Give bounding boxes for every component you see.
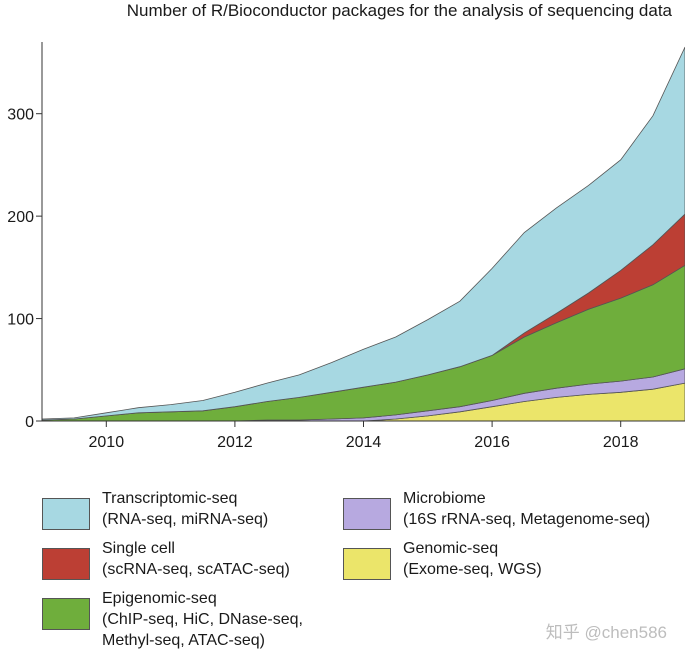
- legend-title-transcriptomic-seq: Transcriptomic-seq: [102, 490, 238, 507]
- y-tick-label-0: 0: [25, 414, 34, 431]
- legend: Transcriptomic-seq (RNA-seq, miRNA-seq) …: [0, 480, 685, 653]
- legend-detail-single-cell: (scRNA-seq, scATAC-seq): [102, 561, 290, 578]
- legend-title-microbiome: Microbiome: [403, 490, 486, 507]
- chart-title: Number of R/Bioconductor packages for th…: [127, 1, 673, 20]
- x-tick-label-2016: 2016: [474, 434, 510, 451]
- x-tick-label-2014: 2014: [346, 434, 382, 451]
- legend-swatch-microbiome: [343, 498, 391, 530]
- area-layers: [41, 46, 685, 422]
- axes: 0 100 200 300 2010 2012 2014 2016 2018: [7, 42, 685, 451]
- y-tick-label-200: 200: [7, 209, 34, 226]
- legend-title-epigenomic-seq: Epigenomic-seq: [102, 590, 217, 607]
- legend-detail-epigenomic-seq-1: (ChIP-seq, HiC, DNase-seq,: [102, 611, 303, 628]
- legend-detail-epigenomic-seq-2: Methyl-seq, ATAC-seq): [102, 632, 266, 649]
- chart: Number of R/Bioconductor packages for th…: [7, 1, 685, 451]
- watermark: 知乎 @chen586: [545, 623, 667, 642]
- legend-item-transcriptomic-seq: Transcriptomic-seq (RNA-seq, miRNA-seq): [42, 488, 268, 530]
- y-tick-label-100: 100: [7, 312, 34, 329]
- legend-item-microbiome: Microbiome (16S rRNA-seq, Metagenome-seq…: [343, 488, 650, 530]
- legend-item-genomic-seq: Genomic-seq (Exome-seq, WGS): [343, 538, 542, 580]
- legend-swatch-transcriptomic-seq: [42, 498, 90, 530]
- legend-swatch-single-cell: [42, 548, 90, 580]
- legend-swatch-epigenomic-seq: [42, 598, 90, 630]
- legend-detail-genomic-seq: (Exome-seq, WGS): [403, 561, 542, 578]
- legend-title-genomic-seq: Genomic-seq: [403, 540, 499, 557]
- legend-detail-transcriptomic-seq: (RNA-seq, miRNA-seq): [102, 511, 269, 528]
- x-tick-label-2018: 2018: [603, 434, 639, 451]
- legend-item-epigenomic-seq: Epigenomic-seq (ChIP-seq, HiC, DNase-seq…: [42, 588, 303, 651]
- area-transcriptomic-seq: [41, 46, 685, 421]
- y-tick-label-300: 300: [7, 107, 34, 124]
- legend-title-single-cell: Single cell: [102, 540, 175, 557]
- x-tick-label-2010: 2010: [89, 434, 125, 451]
- x-tick-label-2012: 2012: [217, 434, 253, 451]
- legend-swatch-genomic-seq: [343, 548, 391, 580]
- legend-detail-microbiome: (16S rRNA-seq, Metagenome-seq): [403, 511, 651, 528]
- legend-item-single-cell: Single cell (scRNA-seq, scATAC-seq): [42, 538, 290, 580]
